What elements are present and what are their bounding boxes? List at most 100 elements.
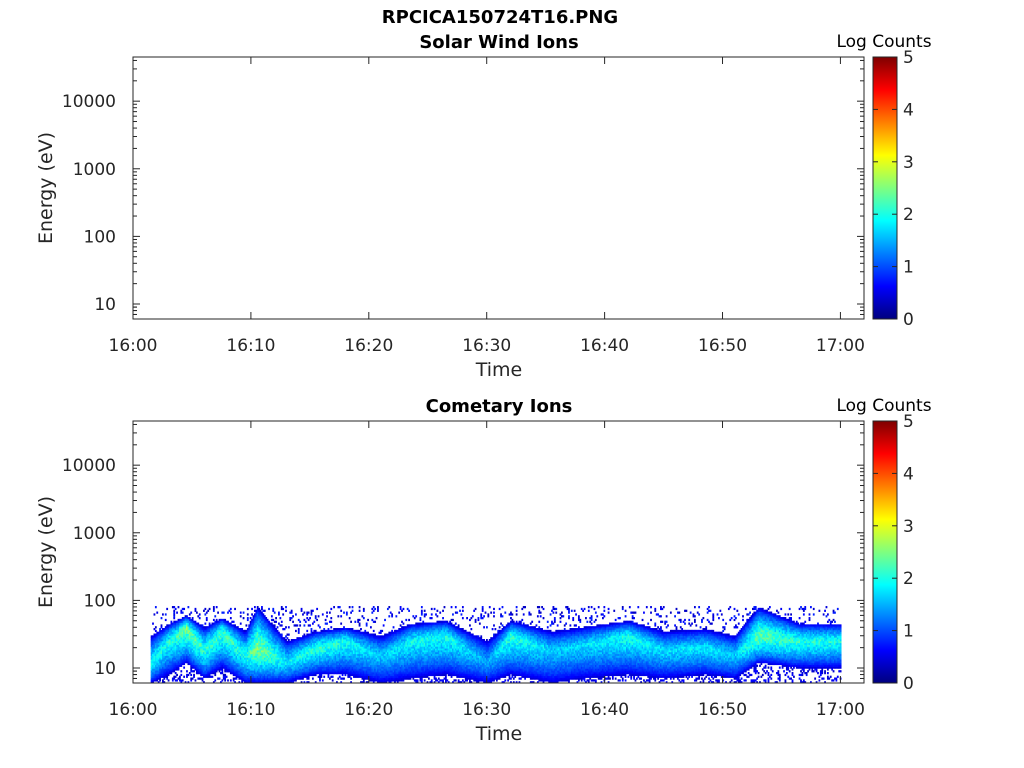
spectrogram-cell: [225, 646, 228, 649]
spectrogram-cell: [200, 628, 203, 631]
spectrogram-cell: [217, 628, 219, 631]
spectrogram-cell: [234, 637, 236, 640]
spectrogram-cell: [170, 631, 173, 634]
spectrogram-cell: [170, 642, 173, 645]
spectrogram-cell: [194, 657, 197, 660]
spectrogram-cell: [190, 659, 193, 662]
spectrogram-cell: [194, 666, 197, 669]
spectrogram-cell: [227, 637, 229, 640]
spectrogram-cell: [195, 635, 198, 638]
spectrogram-cell: [167, 633, 170, 636]
spectrogram-cell: [221, 624, 224, 627]
spectrogram-cell: [167, 629, 170, 633]
spectrogram-cell: [256, 640, 259, 644]
spectrogram-cell: [296, 624, 299, 627]
spectrogram-cell: [253, 653, 256, 656]
spectrogram-cell: [204, 673, 207, 677]
spectrogram-cell: [211, 661, 214, 664]
spectrogram-cell: [218, 626, 221, 629]
spectrogram-cell: [152, 675, 154, 678]
spectrogram-cell: [231, 648, 234, 651]
spectrogram-cell: [193, 633, 195, 636]
spectrogram-cell: [261, 679, 263, 682]
spectrogram-cell: [297, 628, 300, 631]
spectrogram-cell: [246, 648, 249, 651]
spectrogram-cell: [252, 618, 255, 622]
spectrogram-cell: [224, 664, 227, 667]
spectrogram-cell: [156, 664, 159, 667]
spectrogram-cell: [258, 644, 261, 647]
spectrogram-cell: [194, 628, 197, 631]
spectrogram-cell: [262, 628, 265, 631]
spectrogram-cell: [229, 622, 232, 625]
spectrogram-cell: [255, 640, 258, 644]
spectrogram-cell: [150, 666, 153, 669]
spectrogram-cell: [227, 646, 229, 649]
spectrogram-cell: [256, 659, 259, 662]
spectrogram-cell: [245, 633, 248, 636]
spectrogram-cell: [263, 644, 266, 647]
spectrogram-cell: [176, 661, 178, 664]
spectrogram-cell: [211, 650, 214, 653]
spectrogram-cell: [253, 681, 256, 683]
spectrogram-cell: [238, 642, 241, 645]
spectrogram-cell: [162, 662, 164, 666]
spectrogram-cell: [159, 644, 161, 647]
spectrogram-cell: [195, 642, 198, 645]
spectrogram-cell: [173, 639, 176, 642]
spectrogram-cell: [180, 639, 183, 642]
spectrogram-cell: [252, 644, 255, 647]
spectrogram-cell: [152, 664, 154, 667]
spectrogram-cell: [164, 664, 167, 667]
spectrogram-cell: [253, 617, 256, 620]
spectrogram-cell: [255, 624, 258, 627]
spectrogram-cell: [256, 631, 259, 634]
spectrogram-cell: [246, 662, 249, 666]
spectrogram-cell: [210, 635, 212, 638]
spectrogram-cell: [166, 628, 169, 631]
spectrogram-cell: [221, 644, 224, 647]
spectrogram-cell: [227, 626, 229, 629]
spectrogram-cell: [212, 628, 215, 631]
spectrogram-cell: [180, 657, 183, 660]
colorbar-tick-label: 5: [903, 48, 914, 68]
spectrogram-cell: [255, 637, 258, 640]
spectrogram-cell: [299, 620, 302, 623]
spectrogram-cell: [163, 628, 166, 631]
spectrogram-cell: [227, 661, 229, 664]
spectrogram-cell: [232, 672, 235, 675]
spectrogram-cell: [228, 635, 231, 638]
spectrogram-cell: [227, 624, 229, 627]
spectrogram-cell: [253, 655, 256, 658]
spectrogram-cell: [236, 646, 239, 649]
spectrogram-cell: [239, 677, 242, 680]
spectrogram-cell: [208, 655, 211, 658]
spectrogram-cell: [236, 650, 239, 653]
spectrogram-cell: [241, 635, 244, 638]
spectrogram-cell: [244, 681, 246, 683]
spectrogram-cell: [235, 657, 238, 660]
spectrogram-cell: [162, 661, 164, 664]
spectrogram-cell: [201, 666, 204, 669]
spectrogram-cell: [221, 661, 224, 664]
spectrogram-cell: [236, 675, 239, 678]
spectrogram-cell: [163, 672, 166, 675]
spectrogram-cell: [231, 639, 234, 642]
spectrogram-cell: [212, 631, 215, 634]
spectrogram-cell: [256, 661, 259, 664]
spectrogram-cell: [164, 662, 167, 666]
spectrogram-cell: [191, 622, 194, 625]
spectrogram-cell: [220, 640, 222, 644]
spectrogram-cell: [208, 646, 211, 649]
spectrogram-cell: [164, 661, 167, 664]
spectrogram-cell: [253, 631, 256, 634]
spectrogram-cell: [157, 675, 160, 678]
spectrogram-cell: [180, 661, 183, 664]
spectrogram-cell: [152, 679, 154, 682]
spectrogram-cell: [348, 606, 351, 609]
spectrogram-cell: [228, 609, 231, 612]
spectrogram-cell: [193, 655, 195, 658]
spectrogram-cell: [222, 631, 225, 634]
spectrogram-cell: [227, 620, 229, 623]
spectrogram-cell: [262, 633, 265, 636]
